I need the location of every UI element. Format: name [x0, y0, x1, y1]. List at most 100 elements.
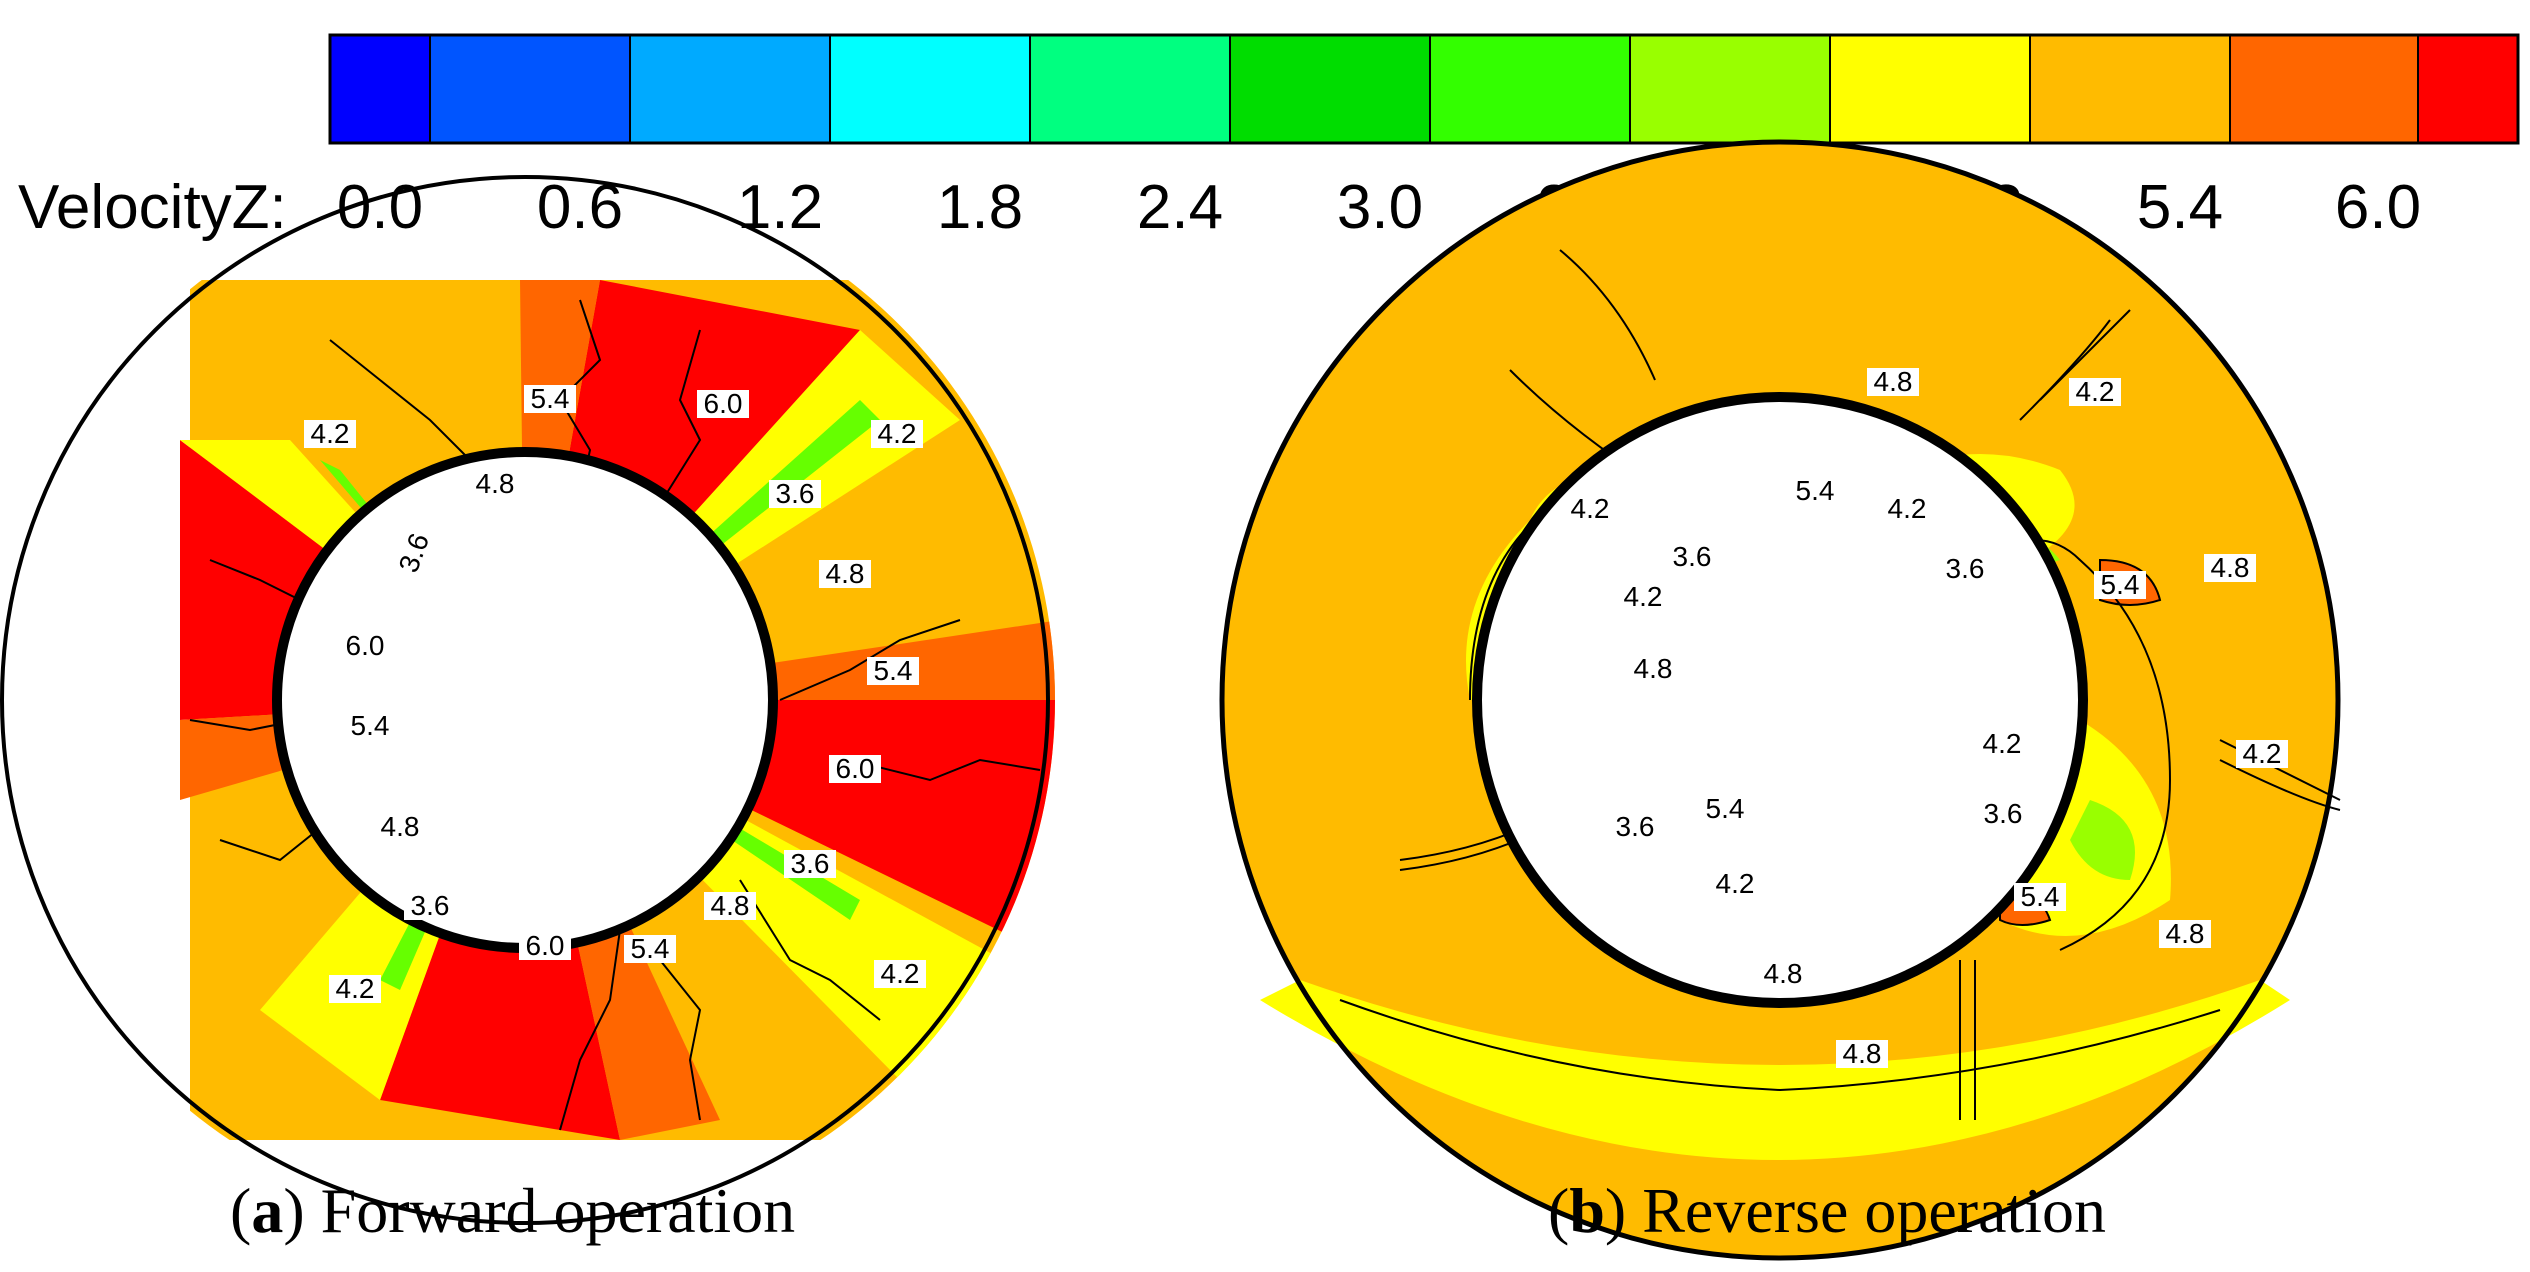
- contour-label-box: [874, 960, 926, 988]
- contour-label-text: 4.2: [2243, 738, 2282, 769]
- contour-label-box: [871, 420, 923, 448]
- panel-a-caption-text: Forward operation: [321, 1175, 796, 1246]
- contour-label-box: [2014, 883, 2066, 911]
- contour-label: 3.6: [1939, 553, 1991, 584]
- panel-b-outer-boundary: [1219, 139, 2341, 1261]
- contour-label-text: 4.2: [1716, 868, 1755, 899]
- contour-label: 4.8: [819, 558, 871, 589]
- colorbar-tick-label: 6.0: [2335, 173, 2421, 242]
- contour-label-box: [1867, 368, 1919, 396]
- contour-label: 4.8: [374, 811, 426, 842]
- contour-label-text: 3.6: [791, 848, 830, 879]
- panel-b-letter: b: [1569, 1175, 1605, 1246]
- contour-label-box: [524, 385, 576, 413]
- panel-a-outer-boundary: [0, 175, 1050, 1225]
- contour-label-box: [1617, 583, 1669, 611]
- contour-label-text: 6.0: [704, 388, 743, 419]
- contour-label: 4.2: [874, 958, 926, 989]
- contour-label-box: [1976, 730, 2028, 758]
- contour-label: 4.8: [1836, 1038, 1888, 1069]
- contour-label-text: 4.8: [1764, 958, 1803, 989]
- contour-label: 5.4: [2014, 881, 2066, 912]
- contour-label: 3.6: [404, 890, 456, 921]
- contour-label-box: [784, 850, 836, 878]
- contour-label-text: 6.0: [836, 753, 875, 784]
- contour-label: 4.2: [871, 418, 923, 449]
- contour-label-text: 5.4: [1706, 793, 1745, 824]
- contour-label: 4.2: [329, 973, 381, 1004]
- contour-label-text: 4.8: [1843, 1038, 1882, 1069]
- contour-label-box: [374, 813, 426, 841]
- contour-label-text: 3.6: [1616, 811, 1655, 842]
- panel-b-reverse: 4.8 4.2 5.4 4.2 3.6 3.6 5.4 4.8 4.2 4.8 4.2 4.2 5.4 3…: [1219, 139, 2341, 1261]
- contour-label: 5.4: [344, 710, 396, 741]
- contour-label: 4.8: [1627, 653, 1679, 684]
- colorbar-title: VelocityZ:: [18, 173, 287, 242]
- panel-a-contour-labels: 4.2 5.4 6.0 4.2 4.8 3.6 3.6 4.8 6.0 5.4 5.4 6.0 4.8 3…: [304, 383, 926, 1004]
- contour-label-box: [1939, 555, 1991, 583]
- contour-label-text: 4.8: [711, 890, 750, 921]
- contour-label-box: [404, 892, 456, 920]
- contour-label-box: [624, 935, 676, 963]
- contour-label: 5.4: [2094, 569, 2146, 600]
- contour-label: 5.4: [524, 383, 576, 414]
- contour-label-box: [469, 470, 521, 498]
- contour-label-text: 4.2: [1888, 493, 1927, 524]
- panel-a-caption: (a) Forward operation: [230, 1175, 795, 1246]
- contour-label-text: 5.4: [631, 933, 670, 964]
- contour-label-box: [1757, 960, 1809, 988]
- colorbar-frame: [328, 33, 2520, 145]
- contour-label-box: [2236, 740, 2288, 768]
- contour-label: 4.8: [1867, 366, 1919, 397]
- contour-label: 4.8: [469, 468, 521, 499]
- contour-label-text: 3.6: [1673, 541, 1712, 572]
- contour-label-text: 4.2: [1983, 728, 2022, 759]
- contour-label-box: [1627, 655, 1679, 683]
- contour-label: 4.2: [304, 418, 356, 449]
- contour-label-box: [519, 932, 571, 960]
- contour-label-text: 6.0: [346, 630, 385, 661]
- contour-label-text: 3.6: [1946, 553, 1985, 584]
- contour-label: 3.6: [769, 478, 821, 509]
- contour-label-text: 4.2: [881, 958, 920, 989]
- colorbar-swatch: [2417, 34, 2519, 144]
- contour-label: 5.4: [1699, 793, 1751, 824]
- contour-label-text: 4.2: [336, 973, 375, 1004]
- contour-label-box: [704, 892, 756, 920]
- panel-b-inner-hub: [1472, 392, 2088, 1008]
- colorbar-tick-label: 1.8: [937, 173, 1023, 242]
- contour-label-text: 6.0: [526, 930, 565, 961]
- contour-label: 3.6: [784, 848, 836, 879]
- contour-label-text: 5.4: [2021, 881, 2060, 912]
- contour-label-text: 4.8: [1874, 366, 1913, 397]
- contour-label: 3.6: [1666, 541, 1718, 572]
- contour-label-text: 5.4: [531, 383, 570, 414]
- contour-label-text: 4.2: [878, 418, 917, 449]
- contour-label-box: [769, 480, 821, 508]
- contour-label-text: 5.4: [874, 655, 913, 686]
- contour-label-text: 3.6: [411, 890, 450, 921]
- contour-label-text: 3.6: [776, 478, 815, 509]
- colorbar-tick-label: 1.2: [737, 173, 823, 242]
- contour-label-box: [339, 632, 391, 660]
- colorbar-swatch: [1429, 34, 1631, 144]
- contour-label: 6.0: [829, 753, 881, 784]
- contour-label: 4.2: [1881, 493, 1933, 524]
- contour-label: 3.6: [1609, 811, 1661, 842]
- colorbar-swatch: [1229, 34, 1431, 144]
- contour-label-box: [2159, 920, 2211, 948]
- colorbar-swatch: [2029, 34, 2231, 144]
- contour-label-box: [329, 975, 381, 1003]
- contour-label-box: [1609, 813, 1661, 841]
- contour-label: 6.0: [339, 630, 391, 661]
- contour-label: 6.0: [697, 388, 749, 419]
- contour-label-box: [819, 560, 871, 588]
- contour-label: 4.2: [1617, 581, 1669, 612]
- contour-label-text: 4.8: [2211, 552, 2250, 583]
- contour-label-box: [1666, 543, 1718, 571]
- contour-label-box: [867, 657, 919, 685]
- panel-a-forward: 4.2 5.4 6.0 4.2 4.8 3.6 3.6 4.8 6.0 5.4 5.4 6.0 4.8 3…: [0, 175, 1055, 1246]
- contour-label-text: 5.4: [1796, 475, 1835, 506]
- contour-label-box: [2094, 571, 2146, 599]
